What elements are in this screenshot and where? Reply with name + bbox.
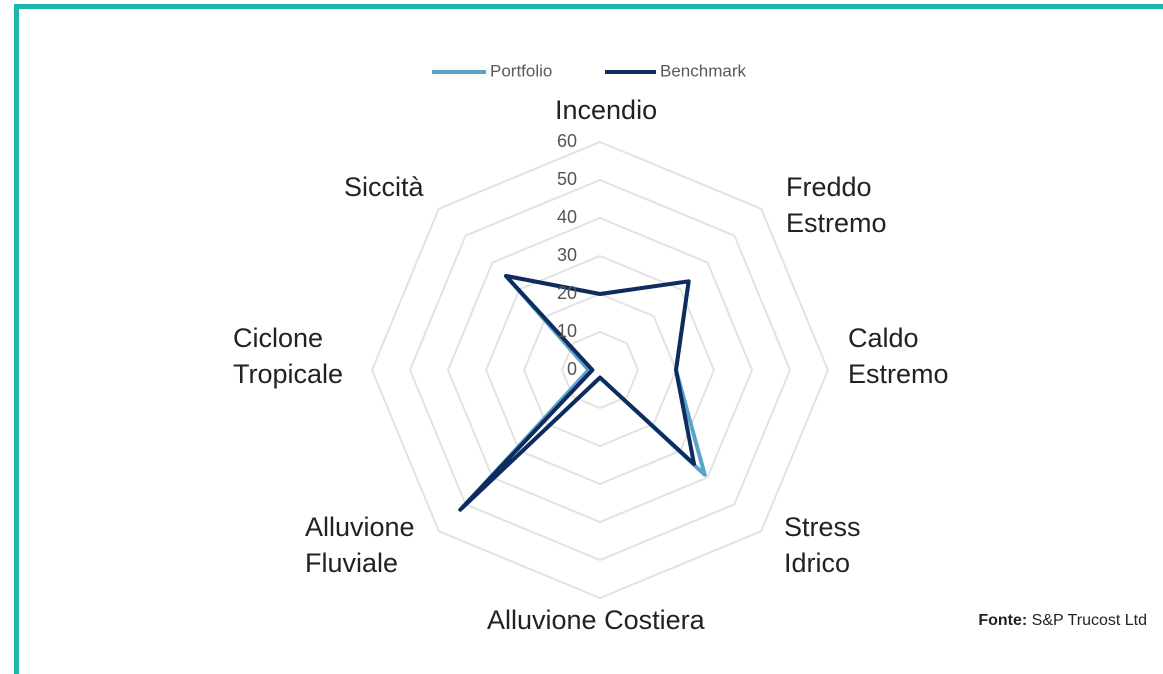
frame-border <box>14 4 19 674</box>
category-label: Caldo Estremo <box>848 323 949 389</box>
legend-label: Benchmark <box>660 61 746 80</box>
legend-label: Portfolio <box>490 61 552 80</box>
grid-ring <box>370 140 830 600</box>
series-line <box>458 273 697 512</box>
r-tick-label: 0 <box>567 359 577 379</box>
source: Fonte: S&P Trucost Ltd <box>978 612 1147 630</box>
r-tick-label: 60 <box>557 131 577 151</box>
grid-ring <box>484 254 716 486</box>
category-label: Freddo Estremo <box>786 172 887 238</box>
r-tick-label: 30 <box>557 245 577 265</box>
r-tick-label: 40 <box>557 207 577 227</box>
source-text: S&P Trucost Ltd <box>1031 612 1147 629</box>
frame-border <box>14 4 1163 9</box>
category-label: Incendio <box>555 95 658 125</box>
grid-ring <box>522 292 678 448</box>
r-tick-label: 50 <box>557 169 577 189</box>
r-tick-label: 10 <box>557 321 577 341</box>
category-label: Alluvione Fluviale <box>305 512 415 578</box>
grid-ring <box>408 178 792 562</box>
grid-ring <box>446 216 754 524</box>
category-label: Siccità <box>344 172 424 202</box>
source-label: Fonte: <box>978 612 1028 629</box>
category-label: Ciclone Tropicale <box>233 323 344 389</box>
category-label: Alluvione Costiera <box>487 605 705 635</box>
grid-ring <box>560 330 640 410</box>
r-tick-label: 20 <box>557 283 577 303</box>
category-label: Stress Idrico <box>784 512 861 578</box>
